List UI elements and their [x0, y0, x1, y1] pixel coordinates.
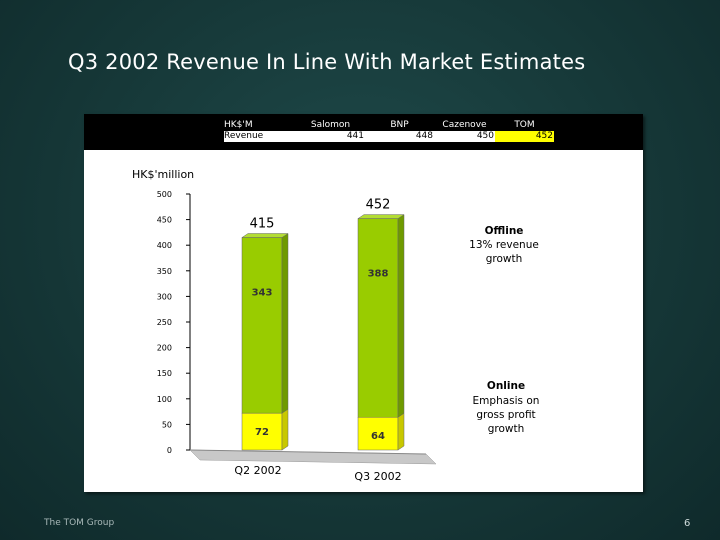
estimate-cazenove: 450 — [434, 131, 495, 142]
page-number: 6 — [684, 518, 691, 529]
annotation-offline-2: growth — [486, 253, 523, 265]
estimates-header-row: HK$'M Salomon BNP Cazenove TOM — [224, 120, 554, 131]
y-tick-label-100: 100 — [157, 395, 172, 404]
revenue-chart: 0 50 100 150 200 250 300 350 400 450 500 72 343 415 Q2… — [157, 190, 540, 483]
y-tick-label-500: 500 — [157, 190, 172, 199]
total-label-0: 415 — [250, 217, 275, 232]
category-label-0: Q2 2002 — [234, 464, 281, 477]
chart-panel: HK$'M Salomon BNP Cazenove TOM Revenue 4… — [84, 114, 643, 492]
bar-top-1 — [357, 214, 405, 219]
estimate-bnp: 448 — [365, 131, 434, 142]
bar-side-online-0 — [281, 408, 289, 451]
estimates-table-banner: HK$'M Salomon BNP Cazenove TOM Revenue 4… — [84, 114, 643, 150]
data-label-offline-1: 388 — [368, 269, 389, 280]
annotation-offline-1: 13% revenue — [469, 239, 539, 251]
data-label-offline-0: 343 — [252, 288, 273, 299]
slide-title: Q3 2002 Revenue In Line With Market Esti… — [68, 50, 586, 74]
y-tick-label-150: 150 — [157, 369, 172, 378]
bar-side-online-1 — [397, 412, 405, 451]
estimates-row-label: Revenue — [224, 131, 296, 142]
total-label-1: 452 — [366, 198, 391, 213]
y-tick-label-250: 250 — [157, 318, 172, 327]
bar-top-0 — [241, 233, 289, 238]
estimates-table: HK$'M Salomon BNP Cazenove TOM Revenue 4… — [224, 120, 554, 142]
y-tick-label-50: 50 — [162, 420, 172, 429]
estimates-header-salomon: Salomon — [310, 120, 351, 130]
y-axis-label: HK$'million — [132, 168, 195, 181]
data-label-online-0: 72 — [255, 427, 269, 438]
y-tick-label-0: 0 — [167, 446, 172, 455]
estimates-header-bnp: BNP — [390, 120, 409, 130]
estimates-header-cazenove: Cazenove — [442, 120, 487, 130]
estimate-salomon: 441 — [296, 131, 365, 142]
data-label-online-1: 64 — [371, 431, 385, 442]
bar-offline-0 — [241, 237, 283, 414]
x-axis-line — [189, 449, 427, 455]
annotation-online-2: gross profit — [476, 409, 535, 421]
estimates-header-unit: HK$'M — [224, 120, 253, 130]
y-tick-label-350: 350 — [157, 267, 172, 276]
bar-side-offline-0 — [281, 233, 289, 414]
annotation-offline-0: Offline — [485, 225, 524, 237]
y-tick-label-200: 200 — [157, 344, 172, 353]
estimate-tom: 452 — [495, 131, 554, 142]
bar-offline-1 — [357, 218, 399, 418]
y-tick-label-300: 300 — [157, 292, 172, 301]
annotation-online-1: Emphasis on — [473, 395, 540, 407]
footer-company: The TOM Group — [44, 518, 115, 528]
y-tick-label-400: 400 — [157, 241, 172, 250]
annotation-online-3: growth — [488, 423, 525, 435]
category-label-1: Q3 2002 — [354, 470, 401, 483]
estimates-values-row: Revenue 441 448 450 452 — [224, 131, 554, 142]
y-tick-label-450: 450 — [157, 216, 172, 225]
bar-side-offline-1 — [397, 214, 405, 418]
annotation-online-0: Online — [487, 380, 525, 392]
estimates-header-tom: TOM — [514, 120, 535, 130]
